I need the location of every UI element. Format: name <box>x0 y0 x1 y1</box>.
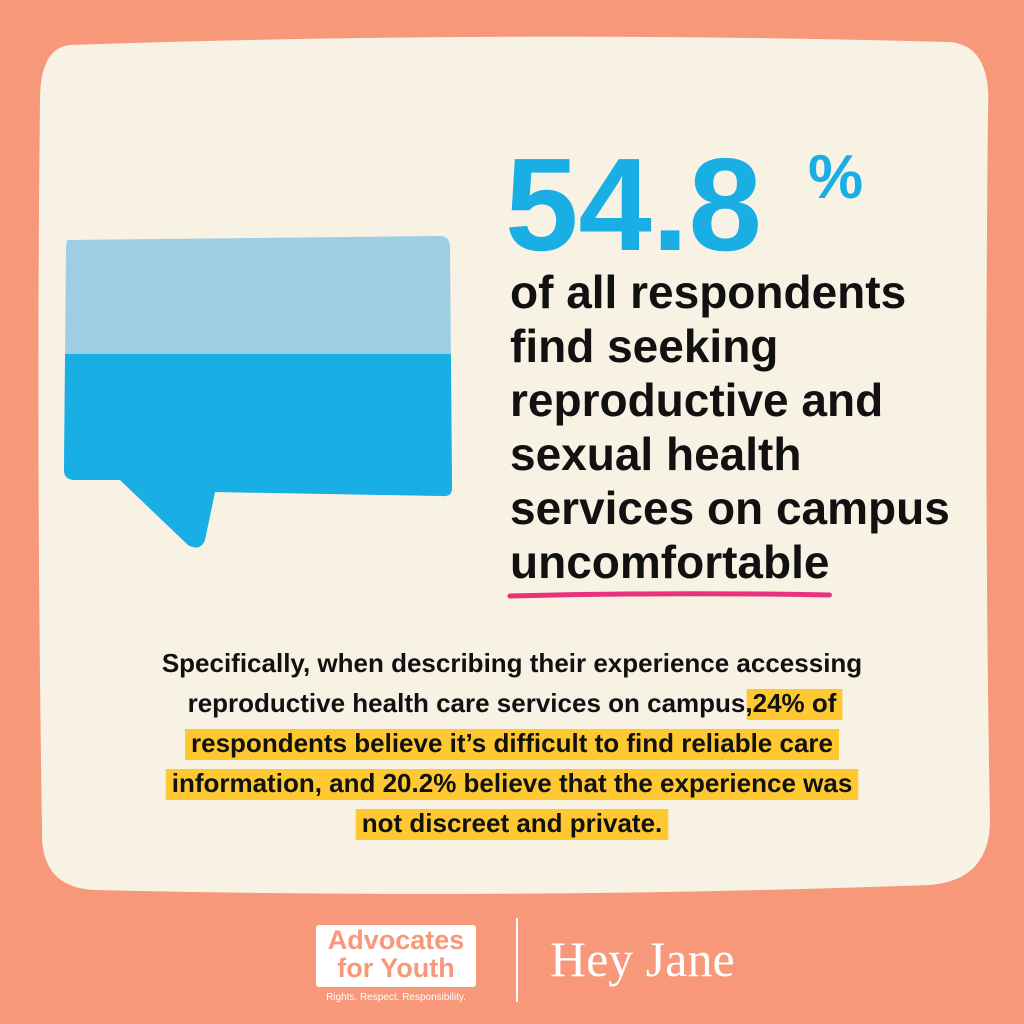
body-text: Specifically, when describing their expe… <box>162 648 862 840</box>
headline-line: find seeking <box>510 320 778 372</box>
stat-value: 54.8 <box>505 131 762 278</box>
headline-line: services on campus <box>510 482 950 534</box>
afy-tagline: Rights. Respect. Responsibility. <box>326 992 466 1003</box>
heyjane-logo: Hey Jane <box>550 931 735 987</box>
afy-logo-box <box>316 925 476 987</box>
highlight <box>746 689 843 720</box>
body-segment: not discreet and private. <box>362 808 663 838</box>
highlight <box>185 729 839 760</box>
highlight <box>355 809 669 840</box>
headline-emphasis: uncomfortable <box>510 536 829 588</box>
afy-line1: Advocates <box>328 925 465 955</box>
body-segment: 24% of <box>753 688 837 718</box>
stat-unit: % <box>808 143 863 212</box>
headline-line: sexual health <box>510 428 801 480</box>
headline-line: reproductive and <box>510 374 883 426</box>
body-segment: reproductive health care services on cam… <box>188 688 753 718</box>
body-segment: respondents believe it’s difficult to fi… <box>191 728 833 758</box>
highlight <box>165 769 859 800</box>
emphasis-underline <box>507 591 832 599</box>
afy-line2: for Youth <box>337 953 454 983</box>
body-segment: Specifically, when describing their expe… <box>162 648 862 678</box>
body-segment: information, and 20.2% believe that the … <box>172 768 853 798</box>
headline-line: of all respondents <box>510 266 906 318</box>
